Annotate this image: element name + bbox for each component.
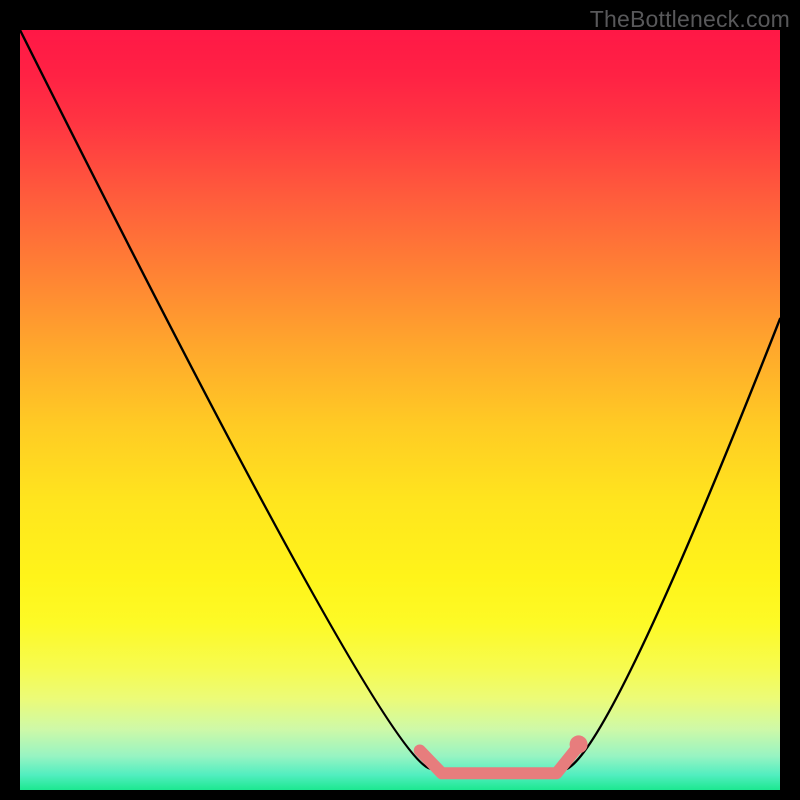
optimal-range-end-dot (570, 735, 588, 753)
plot-background (20, 30, 780, 790)
chart-frame: TheBottleneck.com (0, 0, 800, 800)
plot-area (20, 30, 780, 790)
watermark-text: TheBottleneck.com (590, 6, 790, 33)
plot-svg (20, 30, 780, 790)
